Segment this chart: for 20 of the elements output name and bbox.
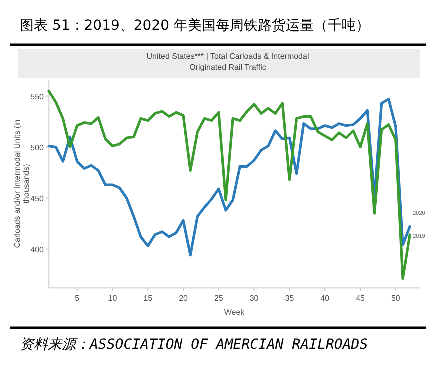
y-tick-label: 400 [30, 245, 45, 254]
title: 图表 51：2019、2020 年美国每周铁路货运量（千吨） [20, 18, 370, 34]
y-tick-label: 500 [30, 143, 45, 152]
x-tick-label: 50 [391, 294, 401, 303]
x-axis-title: Week [224, 308, 246, 317]
x-tick-label: 30 [250, 294, 260, 303]
y-axis-title: Carloads and/or Intermodal Units (in thousands) [13, 120, 31, 248]
y-tick-label: 450 [30, 194, 45, 204]
x-tick-label: 25 [214, 294, 224, 303]
subtitle: United States*** | Total Carloads & Intermodal [146, 52, 310, 61]
x-tick-label: 10 [108, 294, 118, 303]
y-tick-label: 550 [30, 92, 45, 102]
x-tick-label: 45 [356, 294, 366, 303]
x-tick-label: 40 [320, 294, 330, 303]
x-tick-label: 5 [75, 294, 80, 303]
x-tick-label: 15 [144, 294, 154, 303]
x-tick-label: 35 [285, 294, 295, 303]
x-tick-label: 20 [179, 294, 189, 303]
annotation: 资料来源：ASSOCIATION OF AMERCIAN RAILROADS [20, 337, 368, 353]
subtitle: Originated Rail Traffic [190, 63, 266, 72]
